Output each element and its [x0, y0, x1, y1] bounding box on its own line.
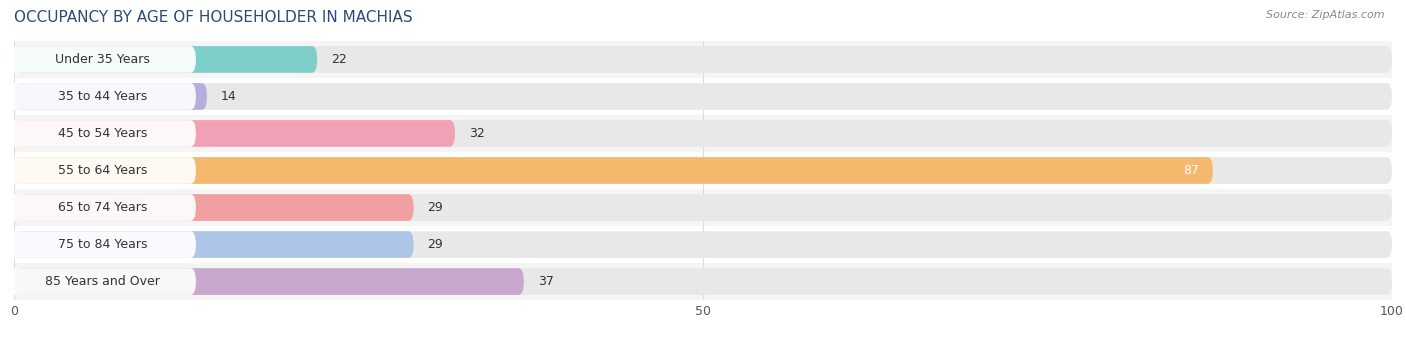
Text: 29: 29	[427, 201, 443, 214]
Bar	[14, 152, 1392, 189]
FancyBboxPatch shape	[10, 231, 195, 258]
FancyBboxPatch shape	[14, 268, 1392, 295]
Text: 37: 37	[537, 275, 554, 288]
Bar	[14, 189, 1392, 226]
FancyBboxPatch shape	[10, 83, 195, 110]
Text: Under 35 Years: Under 35 Years	[55, 53, 150, 66]
FancyBboxPatch shape	[10, 268, 195, 295]
Text: OCCUPANCY BY AGE OF HOUSEHOLDER IN MACHIAS: OCCUPANCY BY AGE OF HOUSEHOLDER IN MACHI…	[14, 10, 413, 25]
FancyBboxPatch shape	[14, 194, 413, 221]
FancyBboxPatch shape	[14, 46, 1392, 73]
Text: 14: 14	[221, 90, 236, 103]
Bar	[14, 115, 1392, 152]
FancyBboxPatch shape	[14, 120, 1392, 147]
Text: 87: 87	[1182, 164, 1199, 177]
Bar	[14, 41, 1392, 78]
Text: 65 to 74 Years: 65 to 74 Years	[58, 201, 148, 214]
Text: 75 to 84 Years: 75 to 84 Years	[58, 238, 148, 251]
Text: 55 to 64 Years: 55 to 64 Years	[58, 164, 148, 177]
FancyBboxPatch shape	[10, 194, 195, 221]
FancyBboxPatch shape	[14, 120, 456, 147]
FancyBboxPatch shape	[14, 231, 413, 258]
FancyBboxPatch shape	[10, 46, 195, 73]
Text: 35 to 44 Years: 35 to 44 Years	[58, 90, 148, 103]
Text: 45 to 54 Years: 45 to 54 Years	[58, 127, 148, 140]
Text: Source: ZipAtlas.com: Source: ZipAtlas.com	[1267, 10, 1385, 20]
FancyBboxPatch shape	[14, 268, 524, 295]
FancyBboxPatch shape	[14, 194, 1392, 221]
Bar	[14, 263, 1392, 300]
Text: 29: 29	[427, 238, 443, 251]
FancyBboxPatch shape	[14, 83, 1392, 110]
FancyBboxPatch shape	[14, 46, 318, 73]
FancyBboxPatch shape	[14, 83, 207, 110]
FancyBboxPatch shape	[14, 157, 1392, 184]
Text: 85 Years and Over: 85 Years and Over	[45, 275, 160, 288]
FancyBboxPatch shape	[14, 231, 1392, 258]
FancyBboxPatch shape	[10, 120, 195, 147]
FancyBboxPatch shape	[10, 157, 195, 184]
Bar	[14, 226, 1392, 263]
Text: 22: 22	[330, 53, 347, 66]
Bar	[14, 78, 1392, 115]
Text: 32: 32	[468, 127, 485, 140]
FancyBboxPatch shape	[14, 157, 1213, 184]
